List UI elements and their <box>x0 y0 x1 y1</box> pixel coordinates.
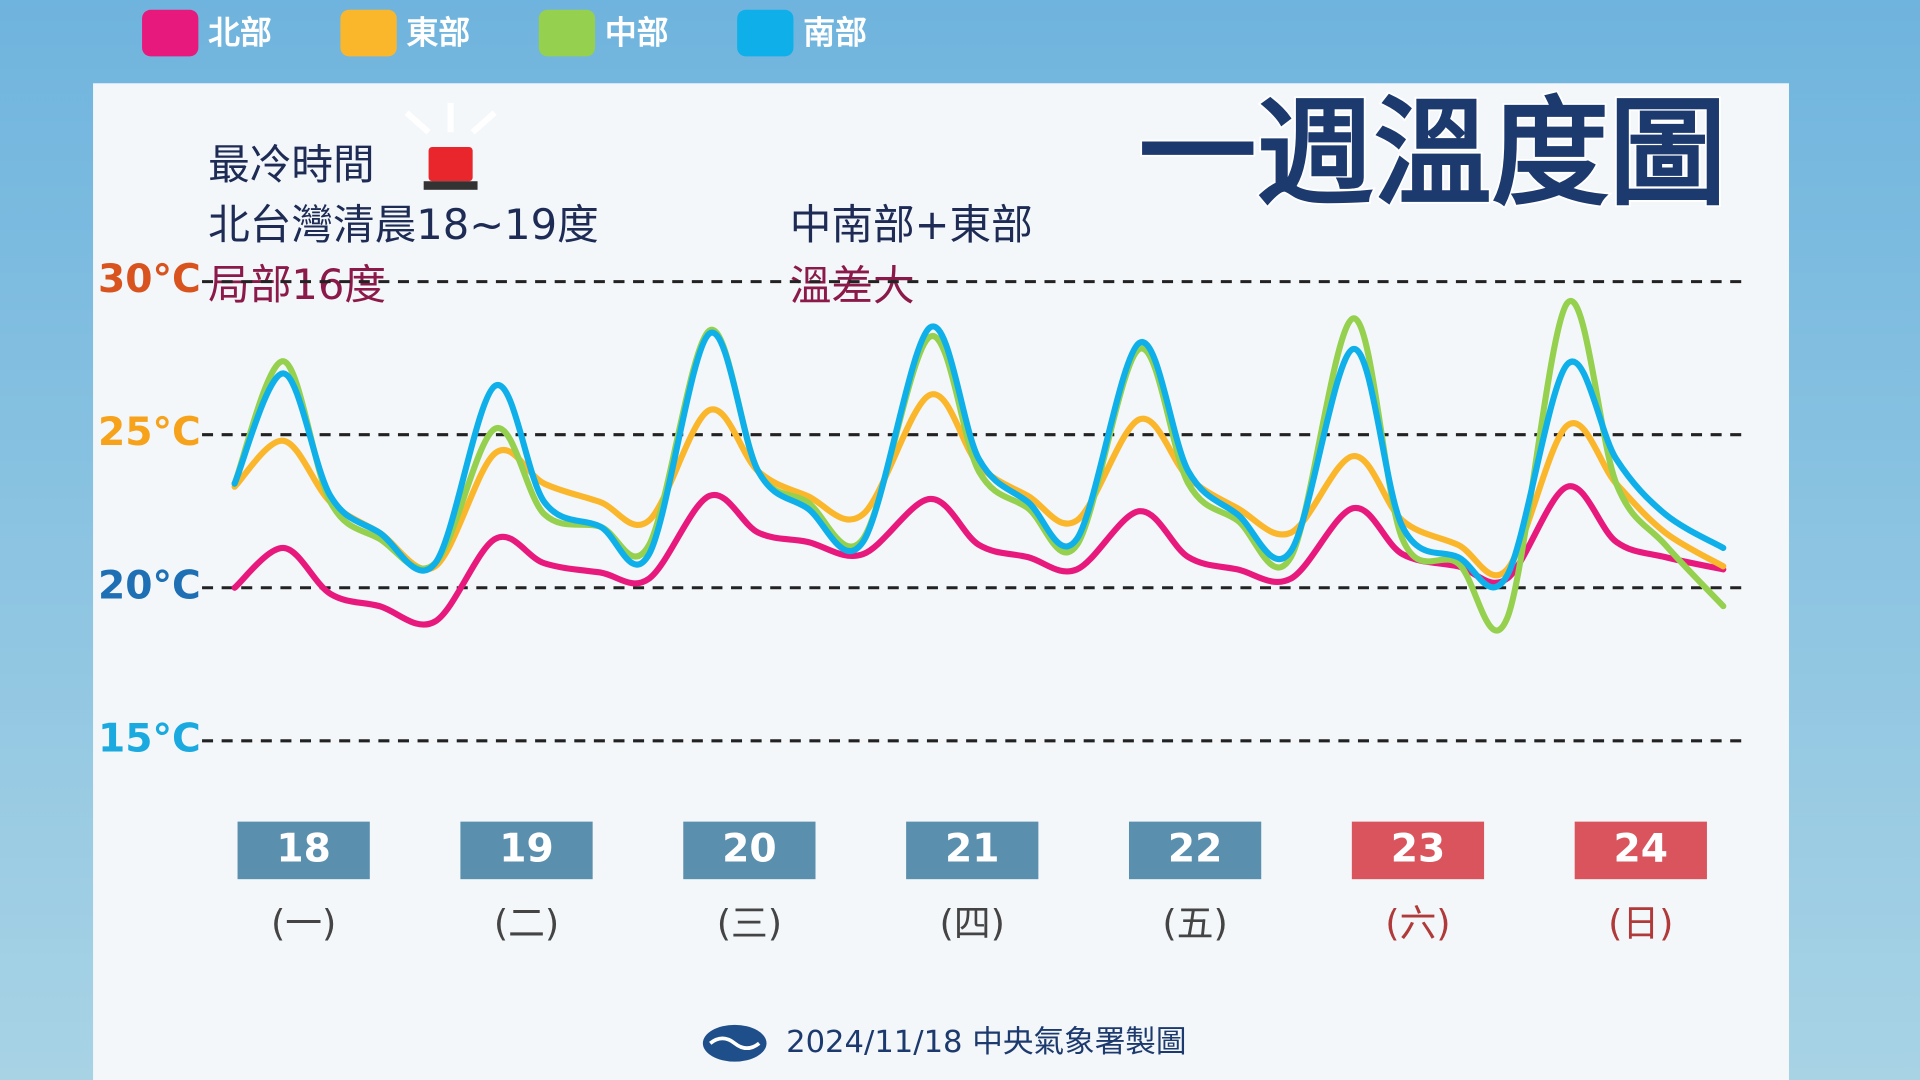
date-box <box>237 821 370 880</box>
legend-label: 南部 <box>803 13 867 51</box>
weekday-label: (三) <box>717 902 782 945</box>
chart-title: 一週溫度圖 <box>1139 85 1727 222</box>
weekday-label: (五) <box>1162 902 1227 945</box>
y-tick-label: 25°C <box>98 410 201 455</box>
annotation: 北台灣清晨18~19度 <box>208 200 599 249</box>
weekday-label: (四) <box>940 902 1005 945</box>
y-tick-label: 30°C <box>98 257 201 302</box>
siren-icon <box>404 102 497 190</box>
logo <box>702 1024 767 1062</box>
legend-label: 中部 <box>605 13 669 51</box>
annotation: 最冷時間 <box>208 140 375 189</box>
series-line <box>231 323 1727 591</box>
y-tick-label: 20°C <box>98 563 201 608</box>
date-box <box>906 821 1039 880</box>
legend-swatch <box>737 9 794 57</box>
x-tick-label: 24 <box>1614 827 1669 872</box>
annotation: 溫差大 <box>790 261 915 310</box>
weekday-label: (一) <box>271 902 336 945</box>
date-box <box>1128 821 1262 880</box>
y-tick-label: 15°C <box>98 716 201 761</box>
legend-swatch <box>142 9 199 57</box>
legend-label: 北部 <box>208 13 272 51</box>
date-box <box>1574 821 1707 880</box>
date-box <box>1351 821 1485 880</box>
x-tick-label: 22 <box>1168 827 1223 872</box>
weekday-label: (六) <box>1385 902 1450 945</box>
legend-swatch <box>538 9 596 57</box>
annotation: 局部16度 <box>208 260 386 309</box>
legend-swatch <box>340 9 397 57</box>
legend-label: 東部 <box>407 13 471 51</box>
x-tick-label: 18 <box>276 827 331 872</box>
x-tick-label: 23 <box>1391 827 1446 872</box>
weekday-label: (日) <box>1608 902 1673 945</box>
x-tick-label: 19 <box>499 827 554 872</box>
x-tick-label: 21 <box>945 827 1000 872</box>
date-box <box>683 821 816 880</box>
series-line <box>231 297 1727 634</box>
date-box <box>460 821 593 880</box>
x-tick-label: 20 <box>722 827 777 872</box>
annotation: 中南部+東部 <box>790 200 1033 249</box>
weekday-label: (二) <box>494 902 559 945</box>
footer: 2024/11/18 中央氣象署製圖 <box>786 1025 1186 1060</box>
